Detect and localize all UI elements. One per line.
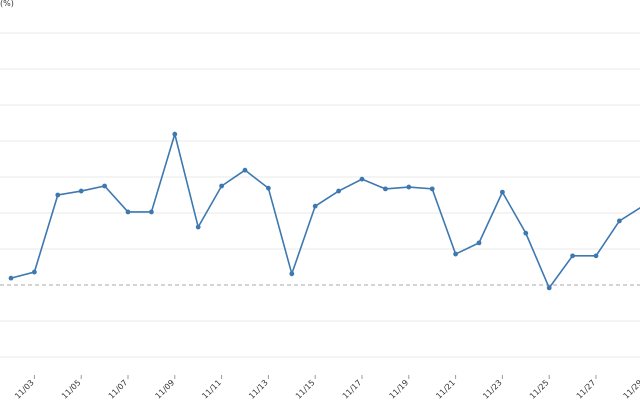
- point: [195, 224, 201, 230]
- x-tick-label: 11/11: [200, 378, 223, 400]
- point: [149, 209, 154, 215]
- point: [8, 275, 14, 281]
- x-tick-label: 11/29: [622, 378, 640, 400]
- point: [453, 251, 458, 257]
- x-tick-label: 11/05: [60, 378, 83, 400]
- y-unit: (%): [0, 0, 14, 8]
- point: [570, 253, 575, 259]
- x-tick-label: 11/13: [247, 378, 270, 400]
- point: [266, 185, 271, 191]
- point: [242, 167, 248, 173]
- point: [429, 186, 435, 192]
- point: [523, 230, 529, 236]
- x-tick-label: 11/23: [481, 378, 504, 400]
- point: [312, 203, 318, 209]
- x-tick-label: 11/19: [388, 378, 411, 400]
- point: [500, 189, 505, 195]
- point: [289, 271, 295, 277]
- x-tick-label: 11/27: [575, 378, 598, 400]
- point: [336, 188, 341, 194]
- x-tick-label: 11/25: [528, 378, 551, 400]
- point: [476, 240, 482, 246]
- point: [32, 269, 37, 275]
- x-tick-label: 11/09: [154, 378, 177, 400]
- point: [546, 285, 552, 291]
- x-tick-label: 11/15: [294, 378, 317, 400]
- point: [78, 188, 84, 194]
- point: [172, 131, 178, 137]
- series-line: [10, 131, 640, 290]
- x-tick-label: 11/03: [13, 378, 36, 400]
- x-tick-label: 11/21: [434, 378, 457, 400]
- point: [593, 253, 599, 259]
- point: [55, 192, 61, 198]
- point: [125, 209, 131, 215]
- point: [617, 218, 622, 224]
- x-tick-label: 11/07: [107, 378, 130, 400]
- point: [102, 183, 107, 189]
- point: [383, 186, 388, 192]
- point: [359, 176, 365, 182]
- point: [219, 183, 225, 189]
- x-tick-label: 11/17: [341, 378, 364, 400]
- point: [406, 184, 412, 190]
